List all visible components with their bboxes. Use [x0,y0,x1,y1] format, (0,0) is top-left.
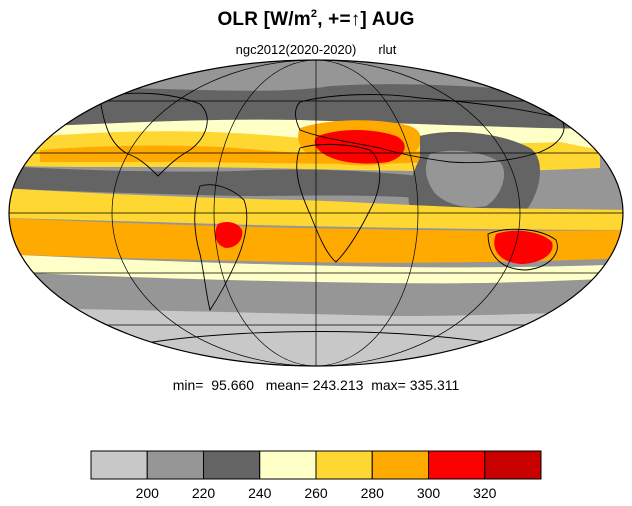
coast-australia [487,228,558,271]
colorbar-box-1 [146,450,204,480]
colorbar-box-4 [315,450,373,480]
coastlines [99,92,565,349]
plot-title: OLR [W/m2, +=↑] AUG [217,8,415,30]
colorbar-tick-label: 240 [248,485,272,501]
coast-africa [296,143,381,263]
colorbar-tick-label: 220 [191,485,216,501]
olr-itcz-band [9,166,420,198]
map-frame [8,59,624,367]
colorbar-box-3 [259,450,317,480]
colorbar-box-6 [428,450,486,480]
olr-monsoon-deep [425,150,505,208]
colorbar-tick-label: 200 [135,485,159,501]
coast-antarctica [139,331,521,349]
colorbar-tick-label: 300 [416,485,441,501]
olr-south-america-red [215,222,243,248]
olr-sahara-red [314,130,405,164]
coast-south-america [194,184,248,312]
graticule [9,60,623,366]
colorbar [90,450,542,480]
subtitle-variable: rlut [378,42,397,57]
colorbar-box-0 [90,450,148,480]
colorbar-tick-label: 320 [473,485,497,501]
colorbar-tick-label: 260 [304,485,328,501]
statistics-line: min= 95.660 mean= 243.213 max= 335.311 [172,377,460,393]
colorbar-box-5 [371,450,429,480]
plot-subtitle: ngc2012(2020-2020) rlut [0,42,632,57]
subtitle-model: ngc2012(2020-2020) [235,42,357,57]
coast-north-america [99,92,208,177]
colorbar-box-2 [203,450,261,480]
colorbar-box-7 [484,450,542,480]
colorbar-tick-label: 280 [360,485,384,501]
olr-australia-red [494,230,553,264]
coast-eurasia [295,94,565,164]
olr-world-map [8,59,624,367]
